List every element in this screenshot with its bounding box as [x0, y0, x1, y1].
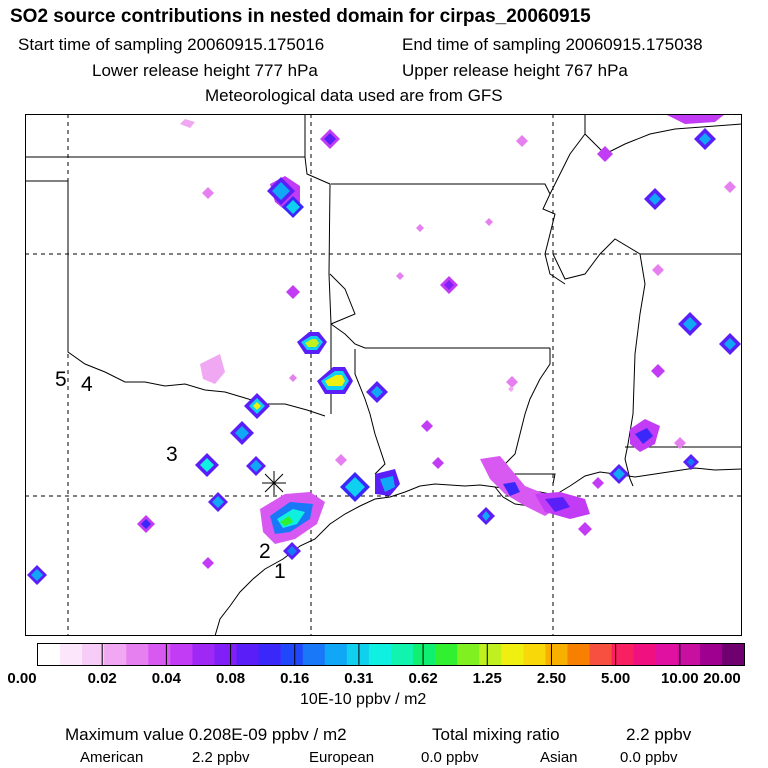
lat-lon-grid [25, 114, 742, 636]
max-value-label: Maximum value 0.208E-09 ppbv / m2 [65, 725, 347, 744]
map-frame [25, 114, 742, 636]
colorbar-cell [302, 644, 326, 665]
lower-release-label: Lower release height 777 hPa [92, 61, 318, 80]
plot-title: SO2 source contributions in nested domai… [10, 6, 591, 27]
colorbar-tick-label: 0.08 [216, 670, 245, 687]
colorbar-cell [82, 644, 105, 665]
colorbar-cell [611, 644, 635, 665]
colorbar-cell [346, 644, 370, 665]
european-label: European [309, 749, 375, 766]
colorbar-cell [60, 644, 83, 665]
colorbar-cell [148, 644, 171, 665]
european-value: 0.0 ppbv [421, 749, 479, 766]
colorbar-cell [192, 644, 215, 665]
colorbar-cell [126, 644, 149, 665]
colorbar-cell [413, 644, 436, 665]
colorbar-cell [567, 644, 591, 665]
concentration-plumes [200, 114, 725, 544]
colorbar-units: 10E-10 ppbv / m2 [300, 691, 427, 708]
colorbar-frame [37, 643, 745, 666]
colorbar-cell [391, 644, 414, 665]
colorbar-cell [523, 644, 546, 665]
colorbar-cell [214, 644, 238, 665]
colorbar-cell [501, 644, 524, 665]
colorbar-tick-label: 10.00 [661, 670, 699, 687]
point-sources [27, 119, 741, 585]
colorbar-tick-label: 0.31 [344, 670, 373, 687]
upper-release-label: Upper release height 767 hPa [402, 61, 628, 80]
american-label: American [80, 749, 144, 766]
colorbar: 0.00 0.02 0.04 0.08 0.16 0.31 0.62 1.25 2.50 5.00… [7, 643, 745, 687]
colorbar-cell [545, 644, 568, 665]
colorbar-tick-label: 0.04 [152, 670, 182, 687]
track-label-4: 4 [81, 373, 93, 396]
colorbar-cell [368, 644, 392, 665]
end-time-label: End time of sampling 20060915.175038 [402, 35, 703, 54]
colorbar-cell [435, 644, 458, 665]
asian-value: 0.0 ppbv [620, 749, 678, 766]
met-data-label: Meteorological data used are from GFS [205, 86, 503, 105]
colorbar-tick-label: 0.16 [280, 670, 309, 687]
colorbar-cell [170, 644, 193, 665]
colorbar-cell [655, 644, 679, 665]
colorbar-cell [699, 644, 723, 665]
colorbar-tick-label: 0.00 [7, 670, 36, 687]
map-panel: 5 4 3 2 1 [25, 114, 742, 636]
track-label-2: 2 [259, 540, 271, 563]
colorbar-cell [236, 644, 260, 665]
track-label-1: 1 [274, 560, 286, 583]
colorbar-tick-label: 0.02 [88, 670, 117, 687]
colorbar-cell [721, 644, 745, 665]
colorbar-tick-label: 0.62 [408, 670, 437, 687]
colorbar-cell [104, 644, 127, 665]
start-time-label: Start time of sampling 20060915.175016 [18, 35, 325, 54]
colorbar-cell [457, 644, 480, 665]
colorbar-tick-label: 5.00 [601, 670, 630, 687]
colorbar-cell [258, 644, 282, 665]
colorbar-cell [589, 644, 613, 665]
star-icon [262, 471, 286, 495]
colorbar-cell [633, 644, 657, 665]
colorbar-cell [38, 644, 61, 665]
total-mixing-value: 2.2 ppbv [626, 725, 692, 744]
colorbar-tick-label: 20.00 [703, 670, 741, 687]
track-label-3: 3 [166, 443, 178, 466]
colorbar-tick-label: 2.50 [537, 670, 566, 687]
asian-label: Asian [540, 749, 578, 766]
colorbar-cell [677, 644, 701, 665]
total-mixing-label: Total mixing ratio [432, 725, 560, 744]
colorbar-cell [324, 644, 348, 665]
track-label-5: 5 [55, 368, 67, 391]
colorbar-cell [479, 644, 502, 665]
colorbar-cell [280, 644, 304, 665]
colorbar-tick-label: 1.25 [473, 670, 502, 687]
american-value: 2.2 ppbv [192, 749, 250, 766]
